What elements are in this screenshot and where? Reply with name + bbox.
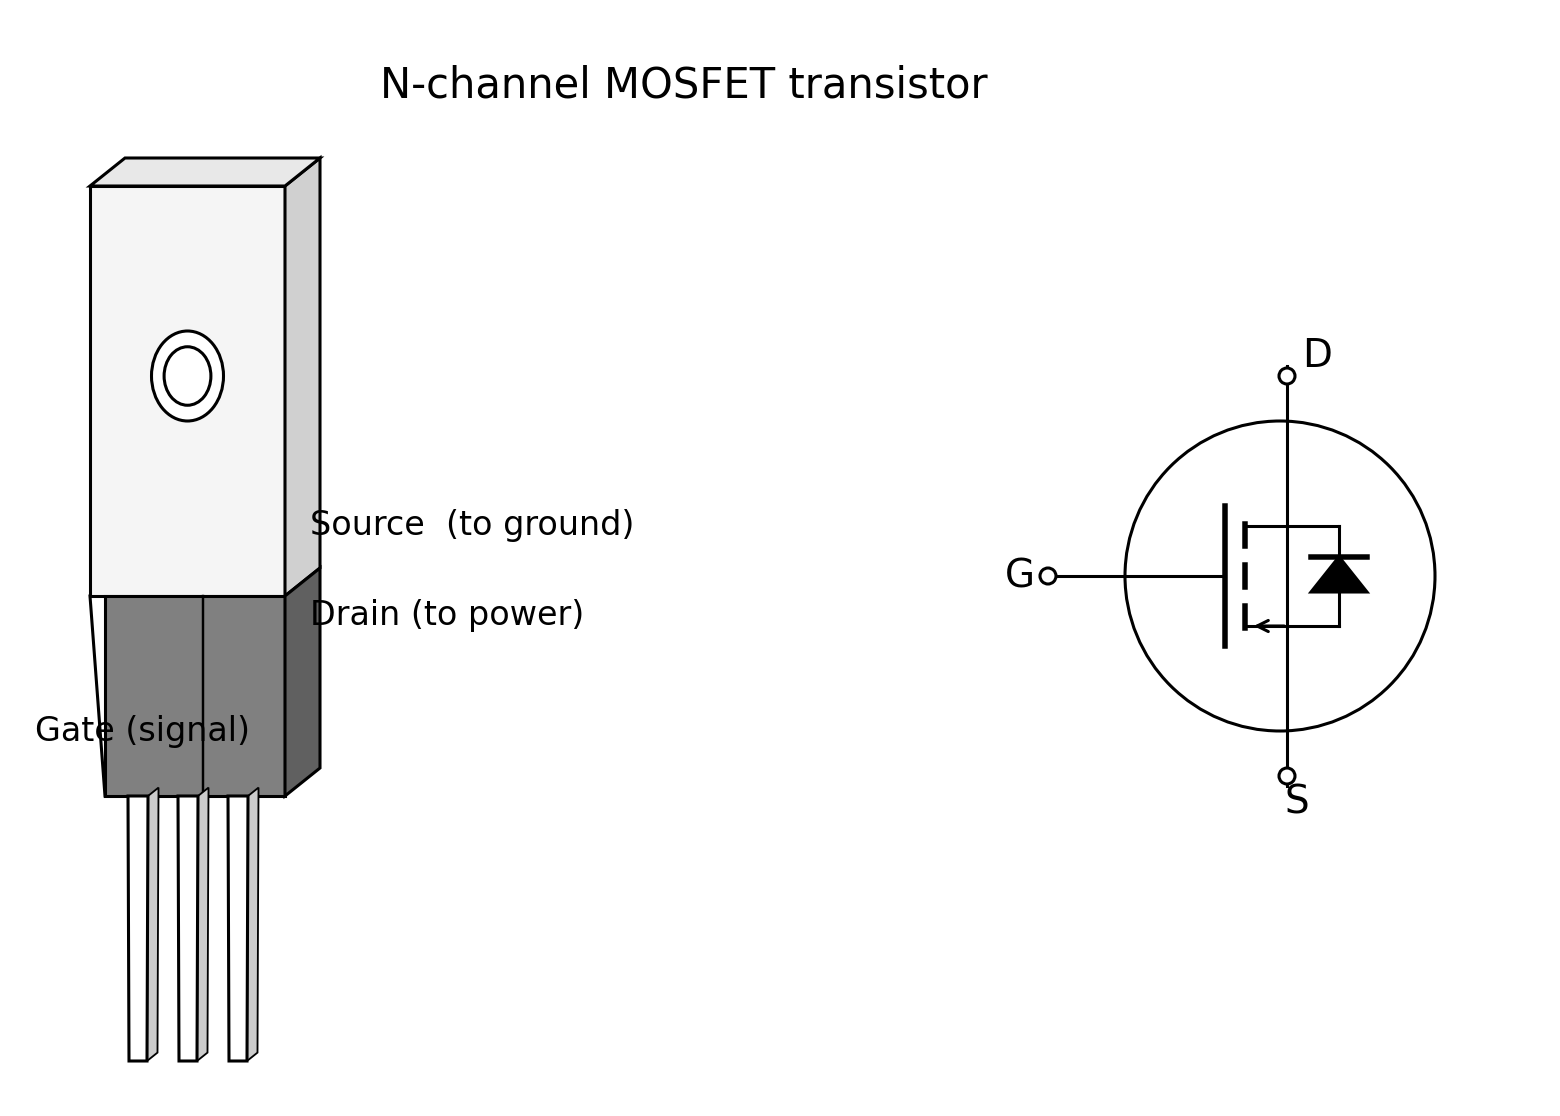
Polygon shape bbox=[90, 186, 285, 596]
Polygon shape bbox=[285, 158, 320, 596]
Text: G: G bbox=[1005, 557, 1034, 595]
Circle shape bbox=[1279, 768, 1295, 785]
Polygon shape bbox=[197, 788, 209, 1061]
Circle shape bbox=[1125, 421, 1435, 731]
Polygon shape bbox=[105, 596, 285, 796]
Text: Gate (signal): Gate (signal) bbox=[34, 714, 250, 748]
Circle shape bbox=[1279, 368, 1295, 384]
Ellipse shape bbox=[151, 331, 223, 421]
Polygon shape bbox=[178, 796, 198, 1061]
Text: D: D bbox=[1303, 337, 1332, 375]
Polygon shape bbox=[285, 568, 320, 796]
Polygon shape bbox=[1310, 557, 1367, 591]
Ellipse shape bbox=[164, 347, 211, 405]
Text: Source  (to ground): Source (to ground) bbox=[310, 510, 635, 542]
Circle shape bbox=[1041, 568, 1056, 584]
Polygon shape bbox=[128, 796, 148, 1061]
Polygon shape bbox=[246, 788, 259, 1061]
Text: N-channel MOSFET transistor: N-channel MOSFET transistor bbox=[381, 65, 987, 107]
Text: Drain (to power): Drain (to power) bbox=[310, 599, 585, 633]
Text: S: S bbox=[1285, 785, 1309, 822]
Polygon shape bbox=[228, 796, 248, 1061]
Polygon shape bbox=[90, 158, 320, 186]
Polygon shape bbox=[147, 788, 159, 1061]
